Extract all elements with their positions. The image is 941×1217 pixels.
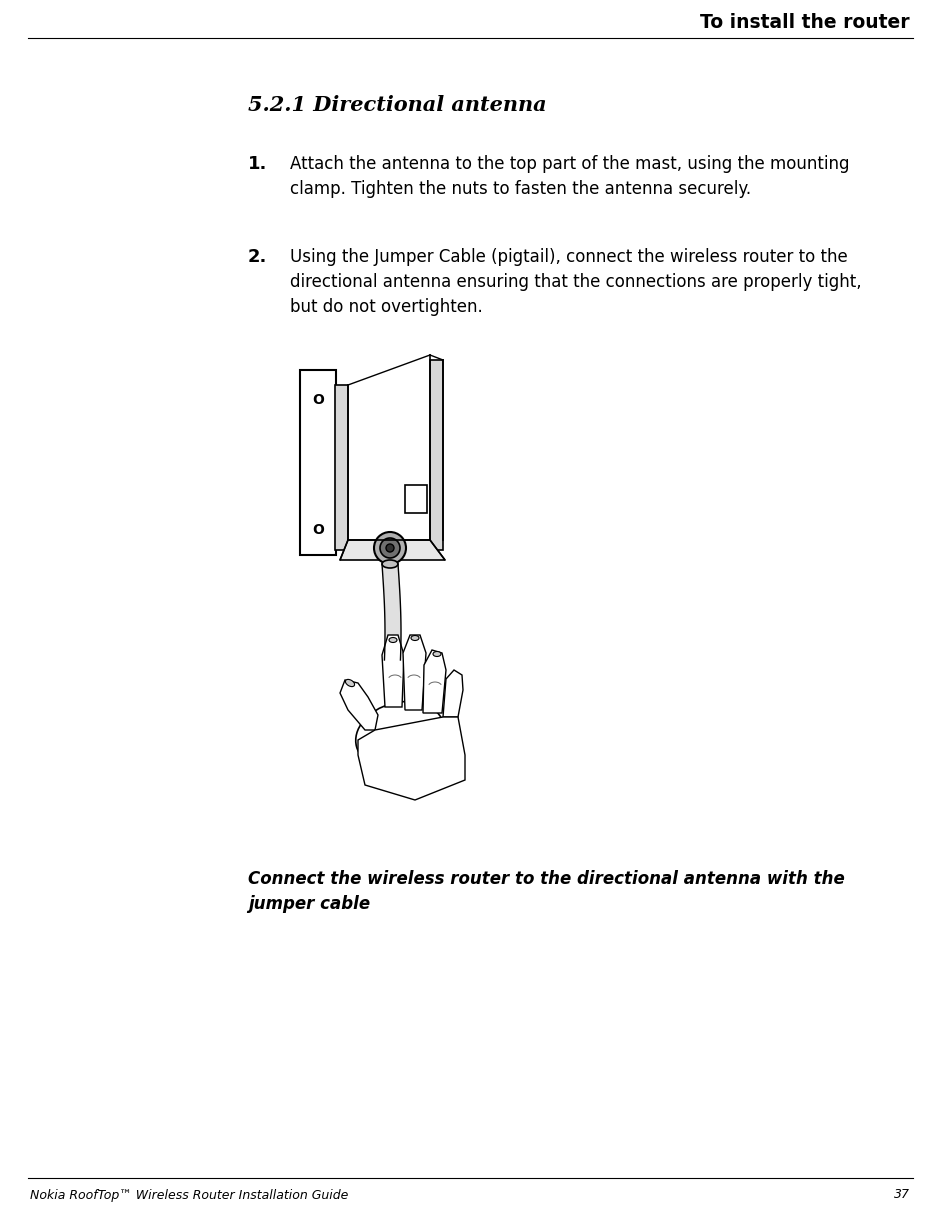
Text: Using the Jumper Cable (pigtail), connect the wireless router to the
directional: Using the Jumper Cable (pigtail), connec… — [290, 248, 862, 316]
Polygon shape — [358, 717, 465, 800]
Text: Nokia RoofTop™ Wireless Router Installation Guide: Nokia RoofTop™ Wireless Router Installat… — [30, 1189, 348, 1201]
Text: Attach the antenna to the top part of the mast, using the mounting
clamp. Tighte: Attach the antenna to the top part of th… — [290, 155, 850, 198]
Text: To install the router: To install the router — [700, 12, 910, 32]
Text: 1.: 1. — [248, 155, 267, 173]
Text: 5.2.1 Directional antenna: 5.2.1 Directional antenna — [248, 95, 547, 114]
Bar — [430, 360, 443, 550]
Polygon shape — [423, 650, 446, 713]
Polygon shape — [443, 671, 463, 717]
Ellipse shape — [345, 679, 355, 686]
Bar — [300, 370, 336, 555]
Bar — [405, 486, 427, 514]
Polygon shape — [340, 540, 445, 560]
Polygon shape — [403, 635, 426, 710]
Circle shape — [374, 532, 406, 563]
Circle shape — [380, 538, 400, 559]
Ellipse shape — [411, 635, 419, 640]
Bar — [335, 385, 348, 550]
Text: 2.: 2. — [248, 248, 267, 267]
Text: O: O — [312, 523, 324, 537]
Polygon shape — [340, 680, 378, 730]
Ellipse shape — [433, 651, 441, 656]
Ellipse shape — [356, 701, 444, 768]
Circle shape — [386, 544, 394, 553]
Ellipse shape — [382, 560, 398, 568]
Polygon shape — [382, 635, 404, 707]
Text: O: O — [312, 393, 324, 406]
Text: 37: 37 — [894, 1189, 910, 1201]
Text: Connect the wireless router to the directional antenna with the
jumper cable: Connect the wireless router to the direc… — [248, 870, 845, 913]
Ellipse shape — [389, 638, 397, 643]
